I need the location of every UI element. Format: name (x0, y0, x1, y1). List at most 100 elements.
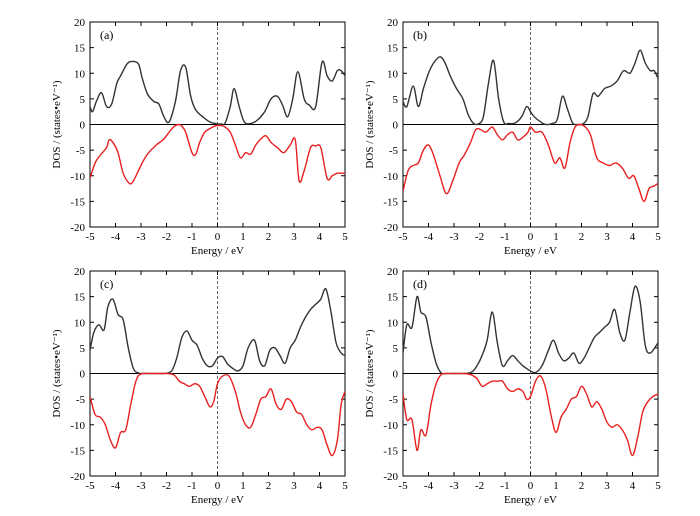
y-tick-label: 10 (387, 68, 399, 80)
y-tick-label: -10 (383, 420, 398, 432)
dos-curve-upper (403, 285, 658, 375)
x-axis-label: Energy / eV (191, 494, 244, 506)
y-tick-label: -15 (70, 445, 85, 457)
y-tick-label: -5 (76, 145, 86, 157)
x-tick-label: 5 (655, 480, 661, 492)
x-tick-label: 4 (317, 231, 323, 243)
y-axis-label: DOS / (states•eV⁻¹) (51, 80, 63, 168)
dos-panel: -5 -4 -3 -2 -1 0 1 2 3 4 5-20-15-10-505101520(d)En… (364, 266, 661, 506)
y-axis-label: DOS / (states•eV⁻¹) (51, 329, 63, 417)
y-tick-label: -20 (70, 222, 85, 234)
y-tick-label: 10 (387, 317, 399, 329)
y-tick-label: 0 (393, 369, 399, 381)
x-tick-label: -4 (424, 231, 434, 243)
y-tick-label: -15 (383, 196, 398, 208)
x-tick-label: -3 (449, 480, 459, 492)
x-tick-label: 1 (240, 480, 246, 492)
x-tick-label: 5 (655, 231, 661, 243)
x-tick-label: 3 (604, 231, 610, 243)
x-tick-label: 3 (604, 480, 610, 492)
dos-panel: -5 -4 -3 -2 -1 0 1 2 3 4 5-20-15-10-505101520(c)En… (51, 266, 348, 506)
y-tick-label: -20 (383, 471, 398, 483)
panel-label: (b) (413, 28, 427, 42)
y-tick-label: 15 (387, 292, 399, 304)
y-tick-label: -10 (383, 171, 398, 183)
dos-curve-lower (90, 372, 345, 457)
y-tick-label: 15 (74, 292, 86, 304)
x-tick-label: 0 (528, 480, 534, 492)
y-tick-label: -15 (383, 445, 398, 457)
x-tick-label: 2 (266, 480, 272, 492)
y-tick-label: -5 (389, 394, 399, 406)
x-tick-label: -1 (187, 480, 196, 492)
y-tick-label: -5 (389, 145, 399, 157)
x-tick-label: 1 (553, 480, 559, 492)
x-tick-label: 0 (528, 231, 534, 243)
x-tick-label: -2 (475, 480, 484, 492)
x-tick-label: 4 (630, 480, 636, 492)
x-axis-label: Energy / eV (191, 245, 244, 257)
x-tick-label: -1 (500, 480, 509, 492)
y-tick-label: 20 (387, 266, 399, 278)
y-axis-label: DOS / (states•eV⁻¹) (364, 329, 376, 417)
y-tick-label: 15 (74, 43, 86, 55)
x-tick-label: 2 (579, 480, 585, 492)
x-tick-label: 2 (266, 231, 272, 243)
x-tick-label: 1 (240, 231, 246, 243)
x-tick-label: 2 (579, 231, 585, 243)
dos-curve-upper (403, 49, 658, 126)
y-tick-label: 0 (80, 369, 86, 381)
dos-curve-upper (90, 60, 345, 126)
x-tick-label: 4 (630, 231, 636, 243)
y-tick-label: 5 (80, 94, 86, 106)
x-axis-label: Energy / eV (504, 494, 557, 506)
y-tick-label: -20 (70, 471, 85, 483)
x-tick-label: 5 (342, 231, 348, 243)
y-tick-label: -10 (70, 420, 85, 432)
x-tick-label: -3 (136, 231, 146, 243)
x-tick-label: 4 (317, 480, 323, 492)
y-tick-label: 15 (387, 43, 399, 55)
y-tick-label: 20 (74, 17, 86, 29)
y-tick-label: 20 (387, 17, 399, 29)
y-tick-label: 20 (74, 266, 86, 278)
x-tick-label: 5 (342, 480, 348, 492)
x-tick-label: 3 (291, 231, 297, 243)
y-axis-label: DOS / (states•eV⁻¹) (364, 80, 376, 168)
x-tick-label: -5 (398, 231, 408, 243)
x-tick-label: -2 (162, 480, 171, 492)
panel-label: (a) (100, 28, 113, 42)
dos-curve-upper (90, 287, 345, 375)
panel-label: (c) (100, 277, 113, 291)
x-tick-label: -2 (475, 231, 484, 243)
x-tick-label: -1 (187, 231, 196, 243)
x-tick-label: -5 (398, 480, 408, 492)
x-tick-label: -4 (111, 231, 121, 243)
x-tick-label: -5 (85, 480, 95, 492)
y-tick-label: 10 (74, 317, 86, 329)
y-tick-label: 5 (80, 343, 86, 355)
y-tick-label: 0 (80, 120, 86, 132)
panel-label: (d) (413, 277, 427, 291)
y-tick-label: -15 (70, 196, 85, 208)
dos-curve-lower (403, 372, 658, 457)
x-tick-label: -5 (85, 231, 95, 243)
x-tick-label: 3 (291, 480, 297, 492)
dos-curve-lower (403, 123, 658, 203)
x-tick-label: -3 (449, 231, 459, 243)
x-tick-label: 0 (215, 480, 221, 492)
y-tick-label: 5 (393, 94, 399, 106)
dos-curve-lower (90, 123, 345, 185)
y-tick-label: 10 (74, 68, 86, 80)
x-tick-label: -2 (162, 231, 171, 243)
x-tick-label: 0 (215, 231, 221, 243)
y-tick-label: 5 (393, 343, 399, 355)
x-tick-label: -3 (136, 480, 146, 492)
y-tick-label: -20 (383, 222, 398, 234)
x-axis-label: Energy / eV (504, 245, 557, 257)
y-tick-label: -5 (76, 394, 86, 406)
dos-panel: -5 -4 -3 -2 -1 0 1 2 3 4 5-20-15-10-505101520(a)En… (51, 17, 348, 257)
x-tick-label: -4 (111, 480, 121, 492)
x-tick-label: -1 (500, 231, 509, 243)
